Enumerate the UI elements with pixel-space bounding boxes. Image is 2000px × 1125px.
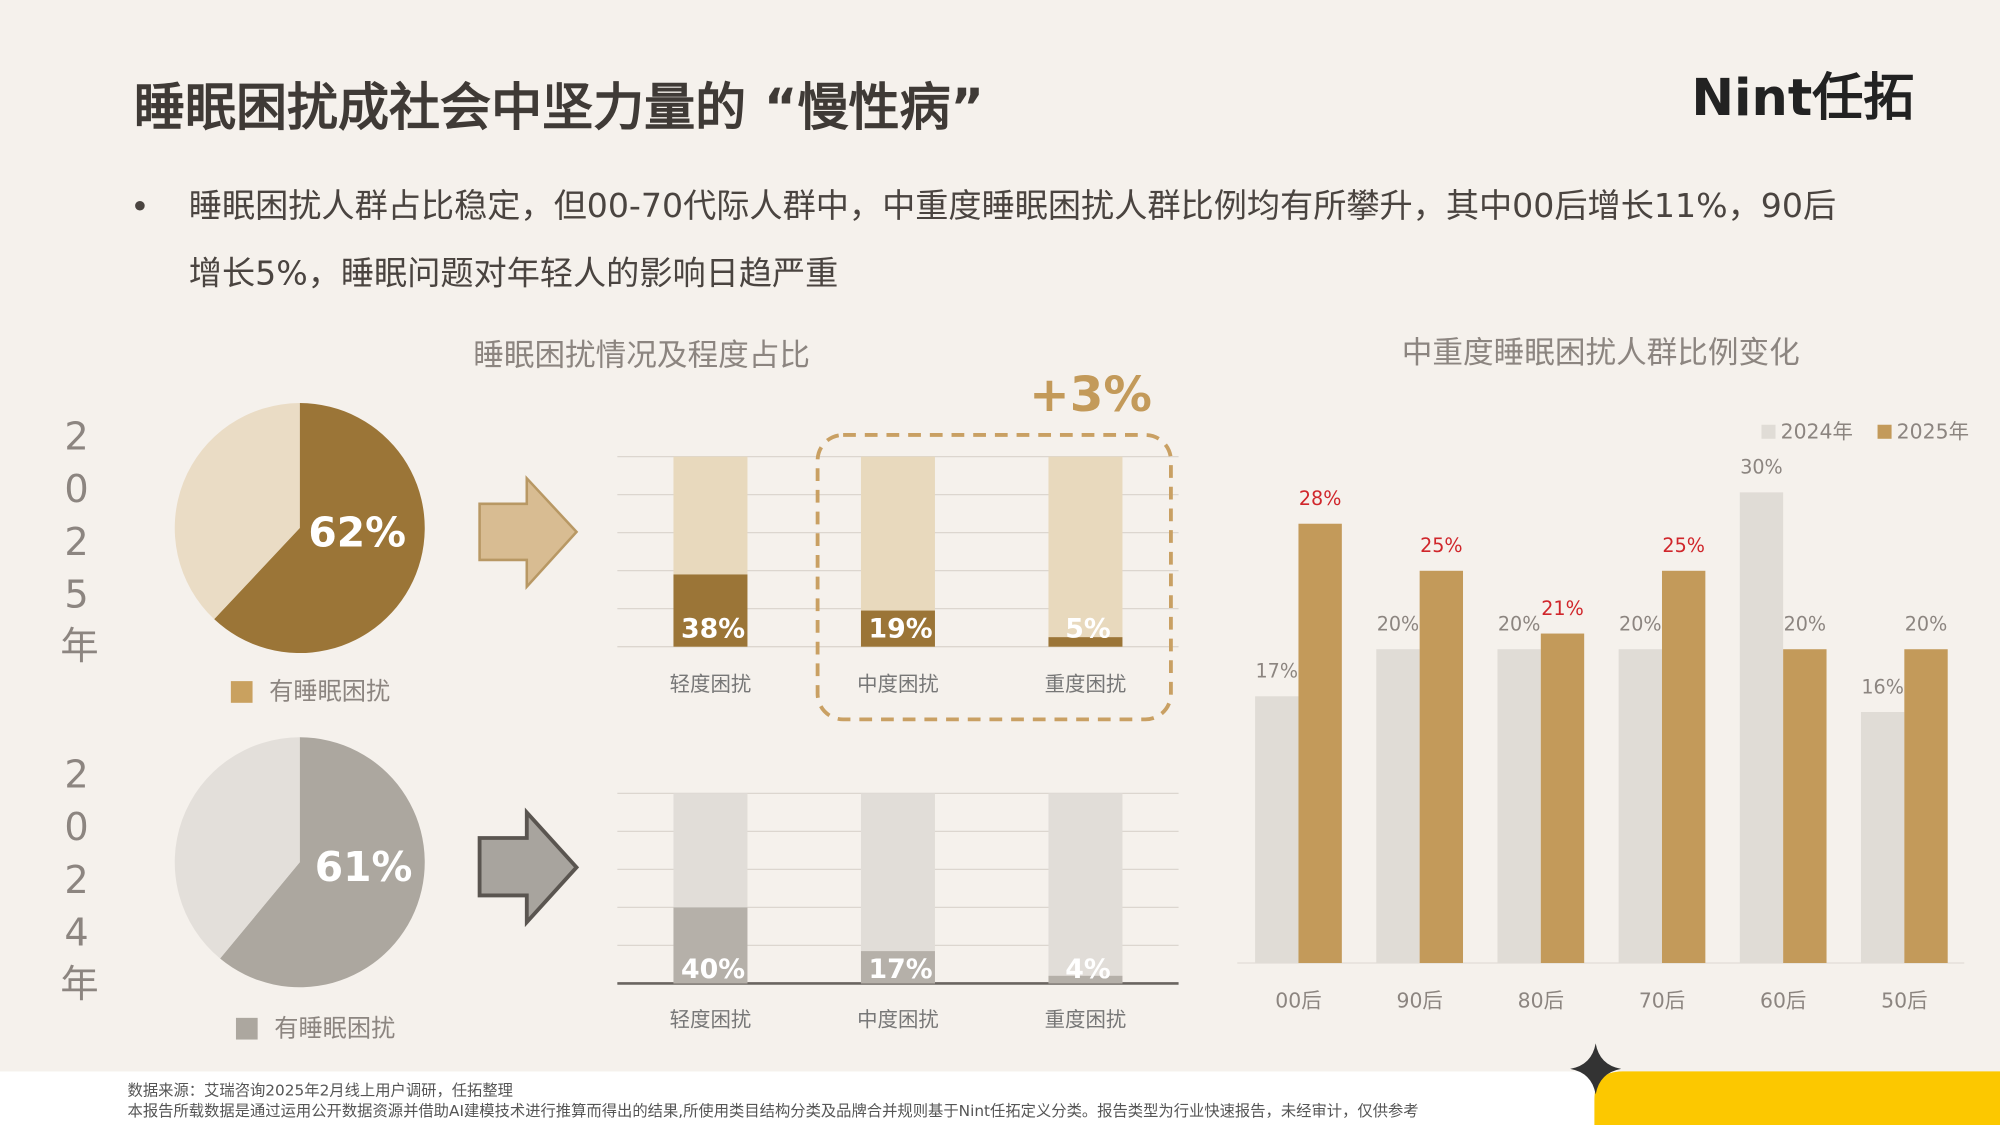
value-label: 19% [868, 614, 932, 645]
legend-label: 有睡眠困扰 [269, 678, 390, 706]
x-tick-label: 轻度困扰 [670, 672, 752, 696]
legend-label: 2024年 [1781, 419, 1853, 443]
bar [1618, 649, 1662, 964]
bar-track [1048, 793, 1123, 984]
legend-swatch [230, 681, 253, 703]
bar [673, 907, 748, 984]
pie-slice [174, 737, 300, 959]
x-tick-label: 70后 [1639, 988, 1685, 1012]
x-tick-label: 90后 [1396, 988, 1442, 1012]
bar [1419, 570, 1464, 964]
slide-title: 睡眠困扰成社会中坚力量的 “慢性病” [133, 79, 985, 138]
footer-note: 本报告所载数据是通过运用公开数据资源并借助AI建模技术进行推算而得出的结果,所使… [127, 1102, 1419, 1120]
x-tick-label: 00后 [1275, 988, 1321, 1012]
pie-slice [220, 737, 425, 988]
value-label: 17% [868, 954, 932, 985]
bar-track [1048, 456, 1123, 647]
value-label: 5% [1065, 614, 1110, 645]
year-label: 2024年 [54, 753, 99, 1010]
value-label: 61% [315, 843, 413, 891]
value-label: 25% [1662, 534, 1705, 557]
value-label: 20% [1377, 612, 1420, 635]
x-tick-label: 中度困扰 [857, 1007, 939, 1031]
value-label: 38% [681, 614, 745, 645]
bar [1661, 570, 1706, 964]
annotation: +3% [1029, 367, 1152, 423]
bar [1904, 649, 1948, 964]
x-tick-label: 重度困扰 [1045, 1007, 1127, 1031]
legend-label: 2025年 [1897, 419, 1969, 443]
value-label: 20% [1498, 612, 1541, 635]
chart-title: 睡眠困扰情况及程度占比 [473, 339, 810, 374]
value-label: 30% [1740, 456, 1783, 479]
bar [1298, 523, 1342, 964]
legend-label: 有睡眠困扰 [274, 1014, 395, 1042]
legend-swatch [1761, 424, 1776, 439]
value-label: 20% [1905, 612, 1948, 635]
logo: Nint任拓 [1691, 68, 1915, 128]
highlight-box [815, 433, 1173, 722]
value-label: 40% [681, 954, 745, 985]
value-label: 62% [308, 509, 406, 557]
footer-accent [1594, 1071, 2000, 1125]
summary: 睡眠困扰人群占比稳定，但00-70代际人群中，中重度睡眠困扰人群比例均有所攀升，… [188, 187, 1837, 294]
x-tick-label: 中度困扰 [857, 672, 939, 696]
pie-slice [214, 403, 425, 654]
bar [860, 951, 935, 984]
x-tick-label: 60后 [1760, 988, 1806, 1012]
bar [1255, 696, 1299, 964]
bar [1497, 649, 1541, 964]
sparkle [1570, 1043, 1622, 1095]
value-label: 20% [1784, 612, 1827, 635]
bar [1783, 649, 1827, 964]
bar [1540, 633, 1585, 964]
bar [1376, 649, 1420, 964]
year-label: 2025年 [54, 415, 99, 672]
arrow [477, 807, 580, 928]
value-label: 20% [1619, 612, 1662, 635]
arrow [478, 475, 579, 591]
pie-slice [174, 403, 300, 620]
value-label: 16% [1861, 675, 1904, 698]
value-label: 4% [1065, 954, 1110, 985]
chart-title: 中重度睡眠困扰人群比例变化 [1402, 336, 1800, 371]
value-label: 25% [1420, 534, 1463, 557]
x-tick-label: 80后 [1518, 988, 1564, 1012]
bar [1860, 711, 1905, 964]
bar [1048, 637, 1123, 647]
x-tick-label: 50后 [1881, 988, 1927, 1012]
value-label: 21% [1541, 597, 1584, 620]
footer-source: 数据来源：艾瑞咨询2025年2月线上用户调研，任拓整理 [127, 1081, 513, 1100]
x-tick-label: 轻度困扰 [670, 1007, 752, 1031]
bar [1048, 975, 1123, 984]
x-tick-label: 重度困扰 [1045, 672, 1127, 696]
value-label: 17% [1256, 660, 1299, 683]
bar [1739, 492, 1784, 964]
bar [860, 610, 935, 647]
legend-swatch [1877, 424, 1892, 439]
value-label: 28% [1299, 487, 1342, 510]
legend-swatch [235, 1017, 258, 1040]
bullet: • [130, 188, 150, 228]
bar [673, 574, 748, 647]
